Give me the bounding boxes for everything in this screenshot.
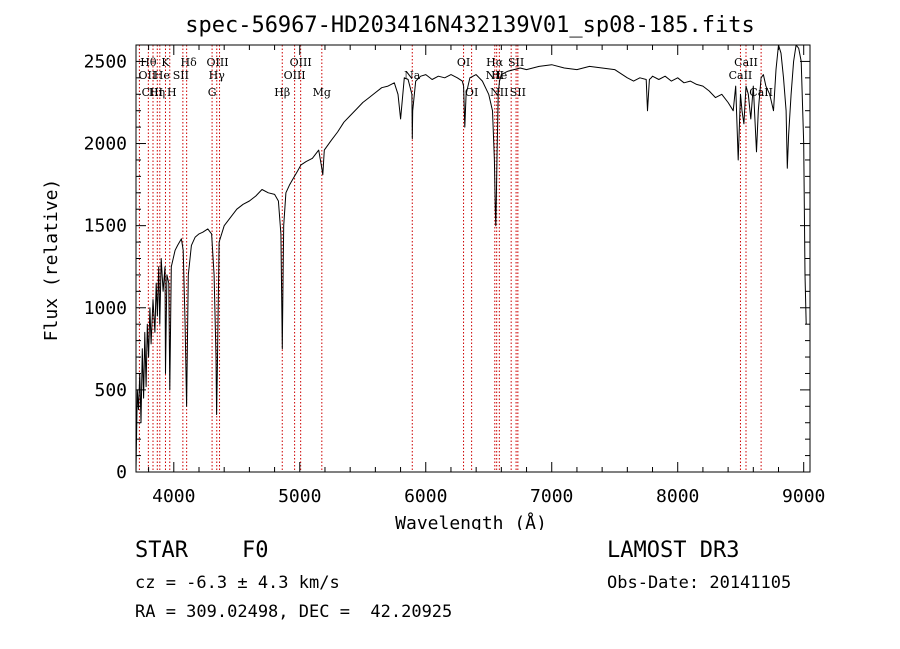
y-tick-label: 2500	[84, 51, 127, 72]
line-label: OIII	[284, 69, 306, 82]
line-label: Hθ	[140, 56, 157, 69]
x-axis-label: Wavelength (Å)	[395, 512, 547, 530]
line-label: OIII	[206, 56, 228, 69]
line-label: Hγ	[209, 69, 226, 82]
object-subclass: F0	[242, 538, 269, 563]
line-label: CaII	[734, 56, 758, 69]
line-label: SII	[508, 56, 524, 69]
line-label: OII	[139, 69, 157, 82]
line-label: Mg	[313, 86, 331, 99]
line-label: He	[154, 69, 170, 82]
y-tick-label: 0	[116, 462, 127, 483]
spectrum-chart: spec-56967-HD203416N432139V01_sp08-185.f…	[41, 13, 825, 530]
line-label: OI	[457, 56, 470, 69]
line-label: Hα	[486, 56, 504, 69]
spectral-line-labels: OIIHθHηCIIIHeKHSIIHδGHγOIIIHβOIIIOIIIMgN…	[139, 56, 773, 99]
chart-title: spec-56967-HD203416N432139V01_sp08-185.f…	[185, 13, 755, 38]
y-tick-label: 1000	[84, 298, 127, 319]
line-label: CIII	[142, 86, 163, 99]
x-tick-label: 5000	[278, 486, 321, 507]
x-tick-label: 4000	[152, 486, 195, 507]
line-label: SII	[173, 69, 189, 82]
line-label: Hδ	[181, 56, 198, 69]
y-tick-label: 1500	[84, 216, 127, 237]
y-tick-label: 500	[94, 380, 127, 401]
spectrum-series	[135, 44, 807, 473]
x-axis-ticks: 4000 5000 6000 7000 8000 9000	[148, 45, 825, 507]
spectral-line-markers	[138, 45, 762, 472]
plot-frame	[135, 44, 811, 473]
survey-name: LAMOST DR3	[607, 538, 740, 563]
line-label: CaII	[729, 69, 753, 82]
y-axis-label: Flux (relative)	[41, 179, 62, 342]
redshift-readout: cz = -6.3 ± 4.3 km/s	[135, 573, 340, 593]
y-tick-label: 2000	[84, 134, 127, 155]
line-label: NII	[486, 69, 504, 82]
x-tick-label: 8000	[656, 486, 699, 507]
line-label: He	[491, 69, 507, 82]
line-label: Na	[404, 69, 421, 82]
line-label: Hη	[149, 86, 165, 99]
x-tick-label: 7000	[530, 486, 573, 507]
line-label: G	[208, 86, 217, 99]
line-label: OIII	[290, 56, 312, 69]
x-tick-label: 6000	[404, 486, 447, 507]
x-tick-label: 9000	[782, 486, 825, 507]
line-label: K	[161, 56, 170, 69]
object-class: STAR	[135, 538, 188, 563]
line-label: H	[167, 86, 177, 99]
observation-date: Obs-Date: 20141105	[607, 573, 792, 593]
coordinates-readout: RA = 309.02498, DEC = 42.20925	[135, 602, 453, 622]
y-axis-ticks: 0 500 1000 1500 2000 2500	[84, 44, 810, 483]
line-label: OI	[465, 86, 478, 99]
line-label: NII	[490, 86, 508, 99]
line-label: SII	[510, 86, 526, 99]
line-label: Hβ	[274, 86, 290, 99]
